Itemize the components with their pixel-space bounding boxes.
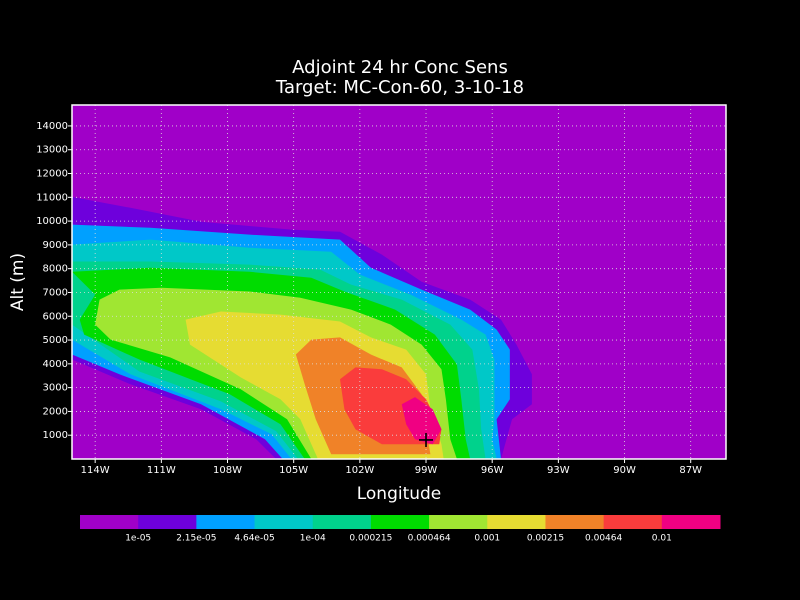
x-tick-label: 87W xyxy=(679,465,702,476)
contour-region xyxy=(401,397,442,445)
y-tick-label: 10000 xyxy=(36,216,68,227)
y-tick-label: 8000 xyxy=(43,264,68,275)
colorbar-box xyxy=(487,515,546,529)
x-tick-label: 102W xyxy=(345,465,374,476)
y-tick-label: 12000 xyxy=(36,169,68,180)
chart-subtitle: Target: MC-Con-60, 3-10-18 xyxy=(275,77,524,98)
y-tick-label: 14000 xyxy=(36,121,68,132)
colorbar-box xyxy=(545,515,605,529)
colorbar-box xyxy=(429,515,488,529)
colorbar-box xyxy=(80,515,139,529)
y-tick-label: 4000 xyxy=(43,359,68,370)
y-axis-label: Alt (m) xyxy=(8,253,28,311)
colorbar-label: 0.001 xyxy=(474,534,500,544)
x-tick-label: 105W xyxy=(279,465,308,476)
x-tick-label: 111W xyxy=(147,465,176,476)
colorbar-box xyxy=(312,515,372,529)
chart-title: Adjoint 24 hr Conc Sens xyxy=(292,57,508,78)
colorbar-label: 1e-05 xyxy=(125,534,151,544)
target-marker xyxy=(419,432,434,447)
colorbar-box xyxy=(603,515,663,529)
colorbar-label: 0.01 xyxy=(652,534,672,544)
y-tick-label: 1000 xyxy=(43,430,68,441)
y-tick-label: 5000 xyxy=(43,335,68,346)
colorbar-box xyxy=(370,515,430,529)
y-tick-label: 11000 xyxy=(36,192,68,203)
colorbar-label: 0.00215 xyxy=(527,534,564,544)
x-tick-label: 114W xyxy=(81,465,110,476)
x-axis-label: Longitude xyxy=(357,484,442,504)
y-tick-label: 7000 xyxy=(43,287,68,298)
x-tick-label: 108W xyxy=(213,465,242,476)
colorbar-label: 0.000215 xyxy=(349,534,392,544)
colorbar-box xyxy=(138,515,197,529)
x-tick-label: 90W xyxy=(613,465,636,476)
plot-frame xyxy=(71,104,727,460)
y-tick-label: 2000 xyxy=(43,406,68,417)
y-tick-label: 6000 xyxy=(43,311,68,322)
x-tick-label: 93W xyxy=(547,465,570,476)
colorbar-box xyxy=(661,515,721,529)
colorbar-label: 1e-04 xyxy=(300,534,326,544)
x-tick-label: 96W xyxy=(481,465,504,476)
colorbar-label: 4.64e-05 xyxy=(234,534,274,544)
colorbar-box xyxy=(254,515,314,529)
colorbar-box xyxy=(196,515,256,529)
y-tick-label: 13000 xyxy=(36,145,68,156)
x-tick-label: 99W xyxy=(415,465,438,476)
colorbar-label: 2.15e-05 xyxy=(176,534,216,544)
y-tick-label: 3000 xyxy=(43,383,68,394)
y-tick-label: 9000 xyxy=(43,240,68,251)
colorbar-label: 0.00464 xyxy=(585,534,622,544)
plot-area xyxy=(72,105,726,459)
colorbar-label: 0.000464 xyxy=(408,534,451,544)
